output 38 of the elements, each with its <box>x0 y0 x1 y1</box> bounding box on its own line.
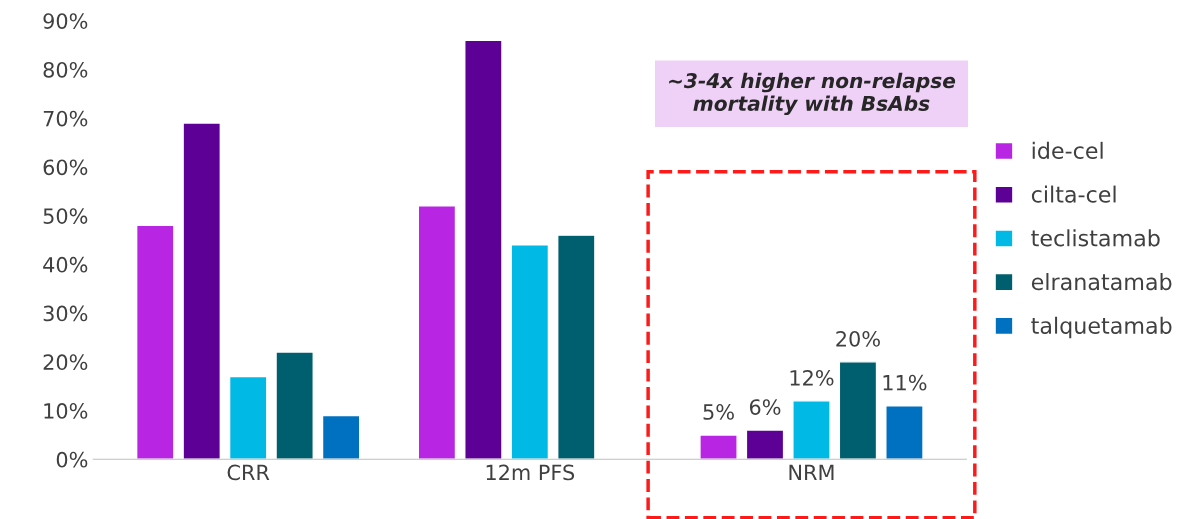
x-tick-label: NRM <box>789 464 834 481</box>
bar <box>135 224 175 460</box>
y-tick-label: 40% <box>43 256 88 273</box>
bar <box>321 414 361 460</box>
y-tick-label: 70% <box>43 110 88 127</box>
bar <box>228 375 268 460</box>
bar <box>417 205 457 460</box>
data-label: 5% <box>703 404 734 420</box>
y-tick-label: 10% <box>44 403 88 419</box>
legend-label: teclistamab <box>1031 229 1160 247</box>
y-tick-label: 30% <box>43 305 88 322</box>
bar <box>699 434 738 460</box>
legend-label: elranatamab <box>1031 273 1172 291</box>
bar <box>838 361 878 460</box>
bar <box>792 400 831 460</box>
bar <box>745 429 785 460</box>
bar <box>510 244 550 460</box>
x-tick-label: CRR <box>227 464 270 481</box>
y-tick-label: 0% <box>56 451 88 468</box>
legend-label: cilta-cel <box>1031 185 1116 203</box>
y-tick-label: 90% <box>43 13 88 29</box>
x-tick-label: 12m PFS <box>486 464 575 481</box>
y-tick-label: 50% <box>43 208 88 224</box>
data-label: 11% <box>883 374 927 391</box>
data-label: 12% <box>790 369 834 386</box>
bar <box>275 351 314 460</box>
bar <box>464 39 503 460</box>
legend-label: talquetamab <box>1031 316 1172 339</box>
bar <box>182 122 222 460</box>
y-tick-label: 80% <box>43 61 88 78</box>
annotation: ~3-4x higher non-relapse mortality with BsAbs <box>669 72 956 116</box>
bar <box>557 234 596 460</box>
data-label: 20% <box>836 330 880 347</box>
y-tick-label: 20% <box>43 354 88 371</box>
data-label: 6% <box>749 399 781 415</box>
bar <box>885 405 924 460</box>
y-tick-label: 60% <box>43 159 88 176</box>
legend-label: ide-cel <box>1032 141 1103 160</box>
